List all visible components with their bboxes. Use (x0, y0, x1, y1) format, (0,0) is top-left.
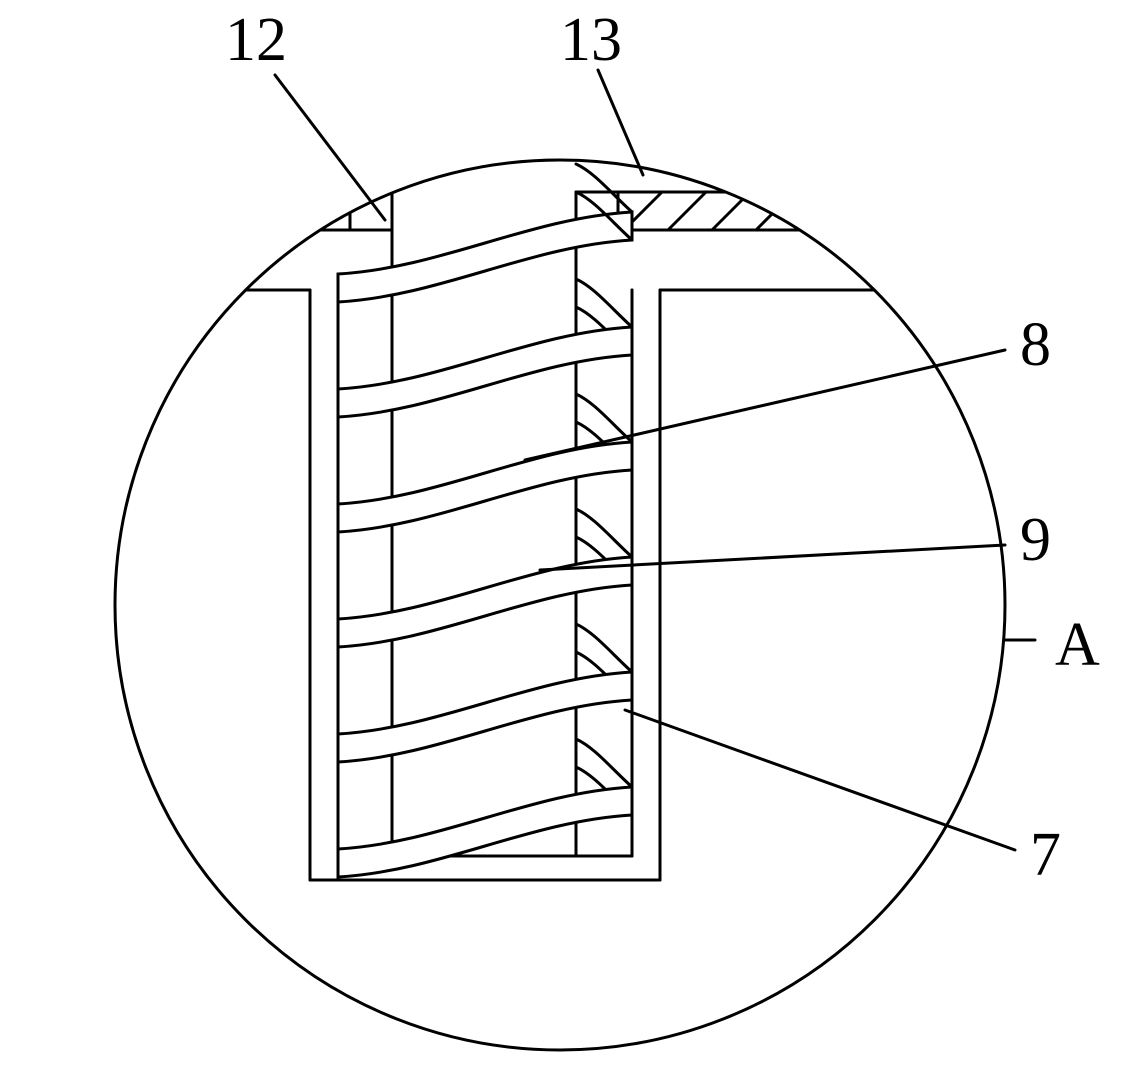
callout-label: 9 (1020, 506, 1051, 574)
callout-label: 12 (225, 6, 287, 74)
detail-circle (115, 160, 1005, 1050)
clipped-content (80, 164, 1040, 880)
diagram-canvas: 12 13 8 9 7 A (0, 0, 1123, 1079)
helix-band (338, 442, 632, 532)
helix-band (338, 557, 632, 647)
helix-band (338, 787, 632, 877)
leader-line (275, 75, 385, 220)
callout-label: 7 (1030, 821, 1061, 889)
helix-band (338, 327, 632, 417)
callout-label: 8 (1020, 311, 1051, 379)
leader-line (625, 710, 1015, 850)
helix-band (338, 672, 632, 762)
leader-line (598, 70, 643, 175)
helix-band (338, 212, 632, 302)
leader-line (525, 350, 1005, 460)
detail-circle-label: A (1055, 611, 1100, 679)
callout-label: 13 (560, 6, 622, 74)
